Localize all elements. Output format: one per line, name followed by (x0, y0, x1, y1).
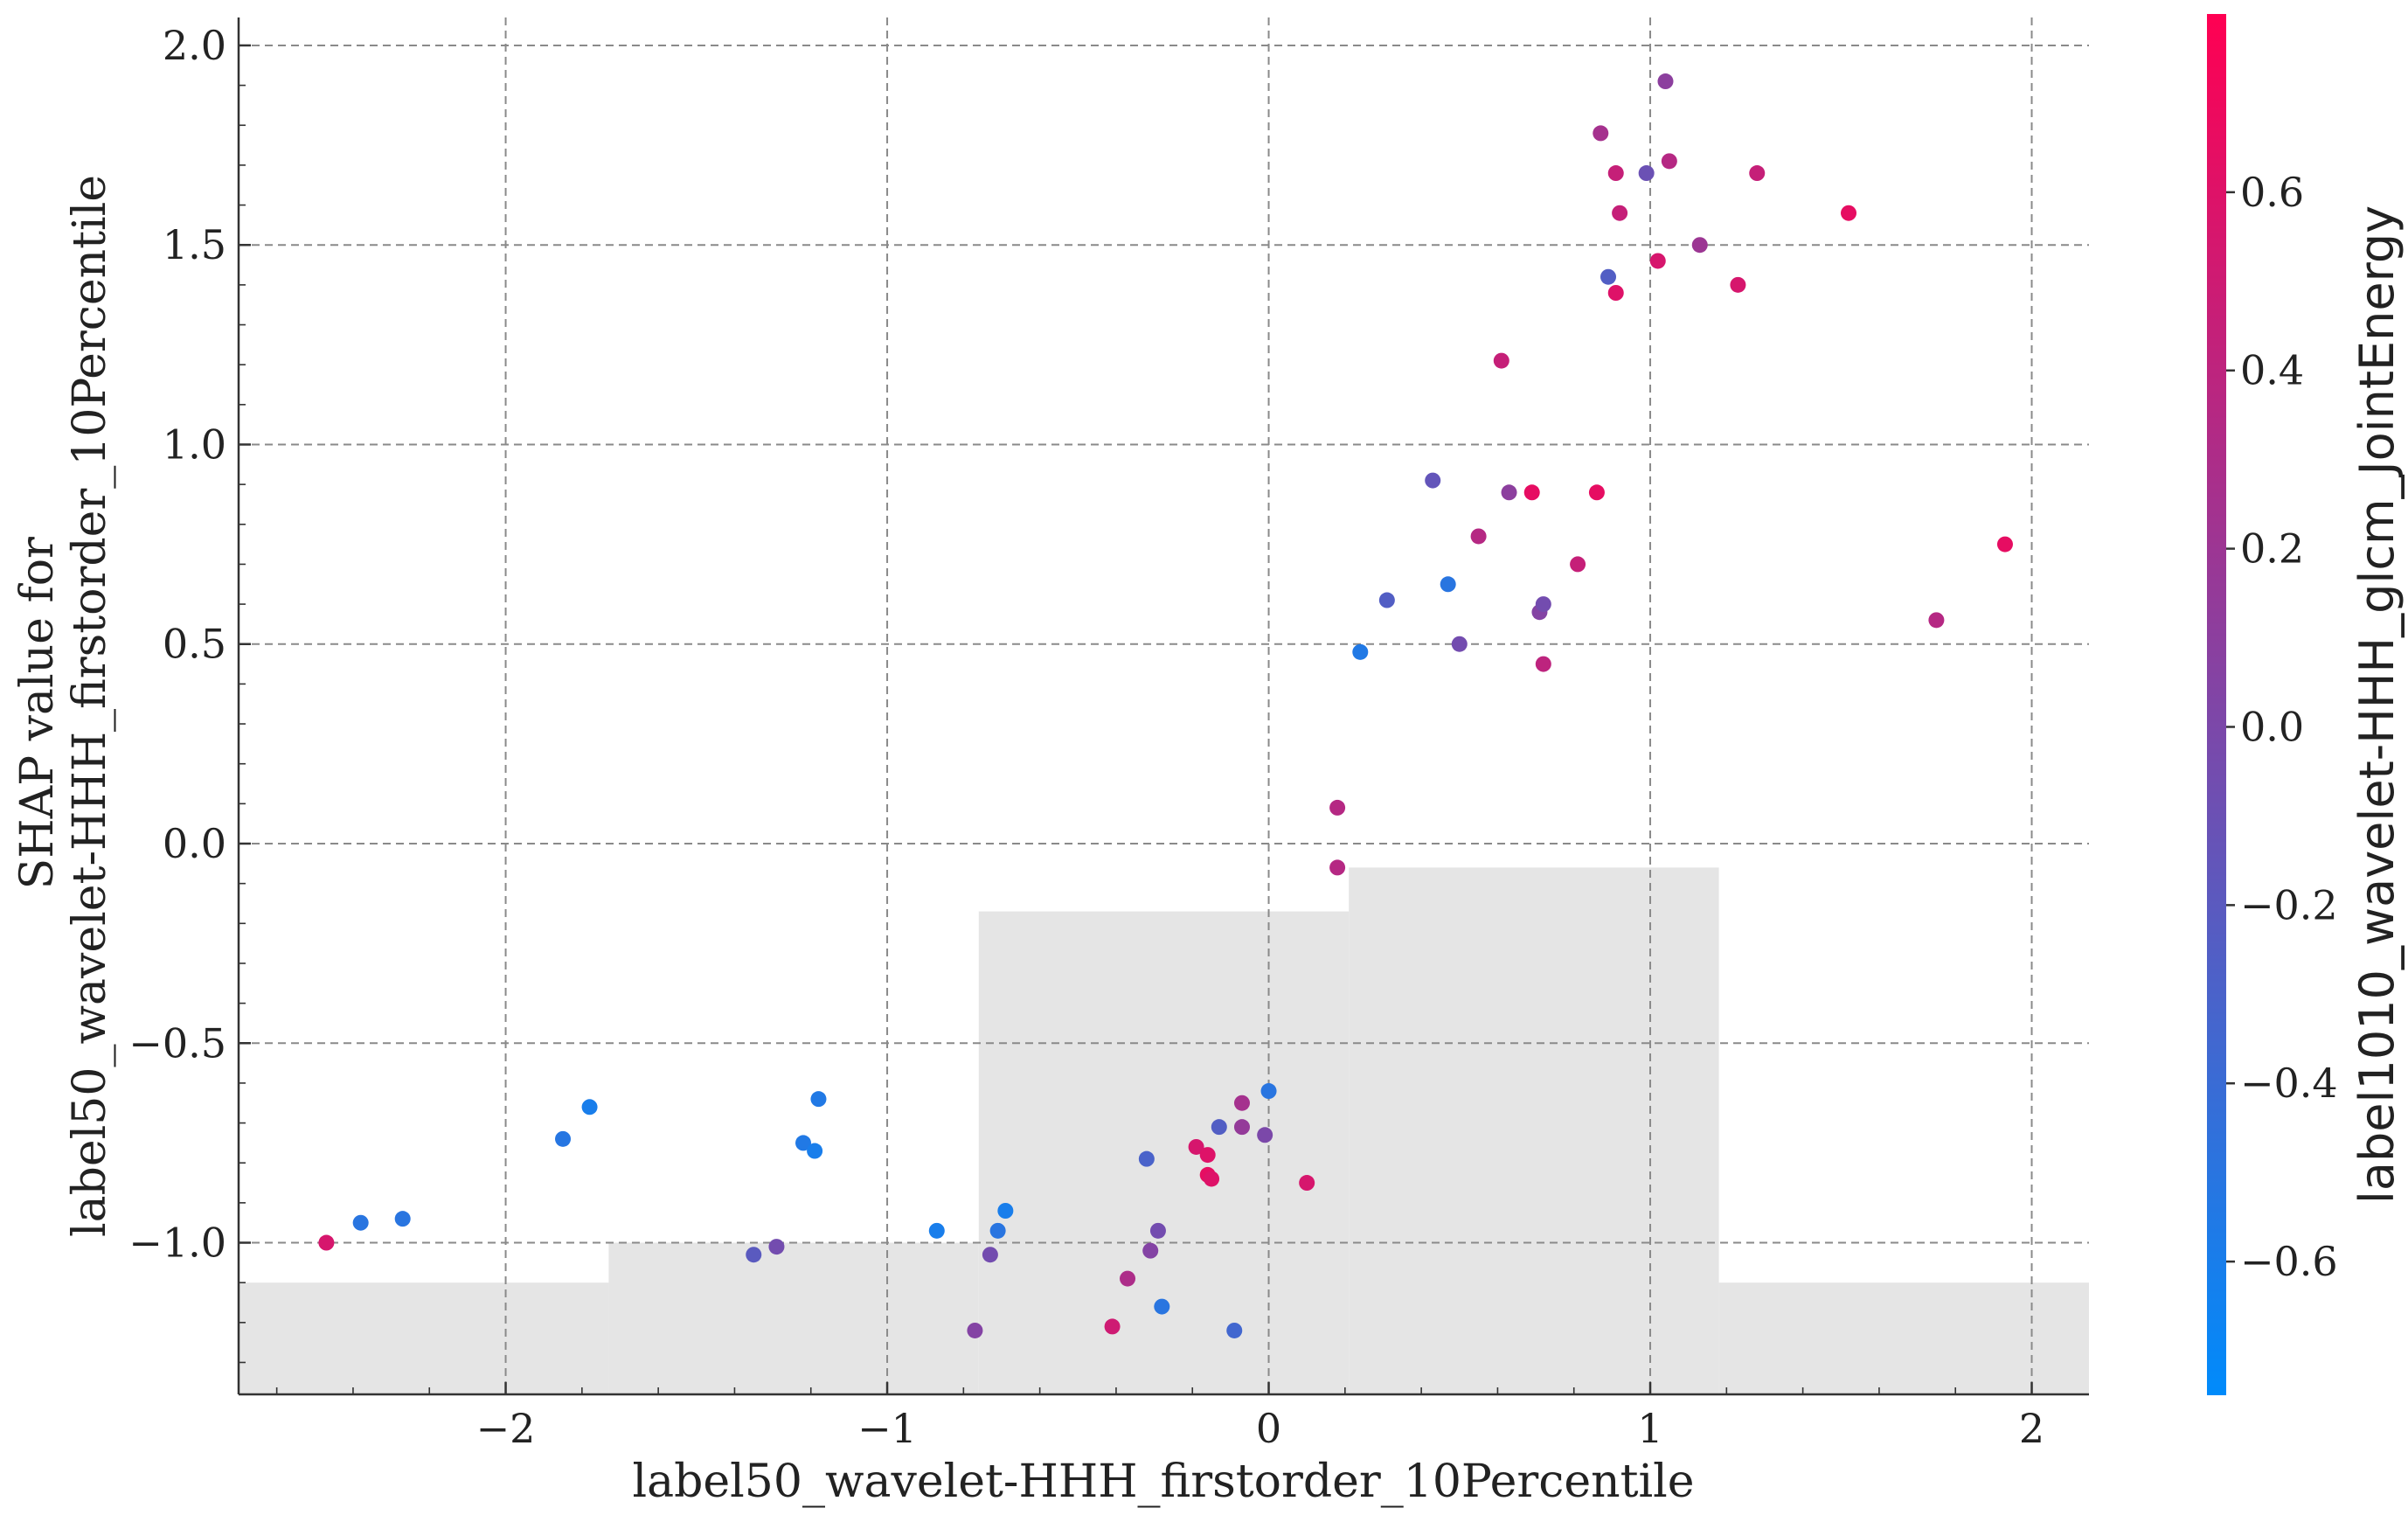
x-axis-label: label50_wavelet-HHH_firstorder_10Percent… (632, 1456, 1694, 1508)
colorbar-tick-label: 0.0 (2240, 703, 2304, 750)
colorbar-label: label1010_wavelet-HHH_glcm_JointEnergy (2349, 205, 2405, 1204)
data-point (1154, 1298, 1170, 1315)
y-tick-label: −0.5 (128, 1019, 226, 1067)
data-point (1523, 484, 1540, 501)
colorbar: −0.6 −0.4 −0.2 0.0 0.2 0.4 0.6 label1010_wavele… (2207, 14, 2405, 1395)
data-point (1199, 1147, 1216, 1164)
data-point (1142, 1242, 1159, 1259)
data-point (1493, 352, 1509, 369)
axes: −2 −1 0 1 2 −1.0 −0.5 0.0 0.5 1.0 1.5 2.0 (128, 17, 2089, 1452)
y-axis-label-line-2: label50_wavelet-HHH_firstorder_10Percent… (64, 175, 116, 1237)
data-point (1204, 1171, 1220, 1187)
data-point (795, 1135, 812, 1151)
data-point (581, 1099, 598, 1115)
data-point (1996, 536, 2013, 553)
data-point (807, 1143, 823, 1159)
y-axis-label: SHAP value for label50_wavelet-HHH_first… (11, 175, 116, 1237)
data-point (1120, 1270, 1136, 1287)
data-point (1233, 1119, 1250, 1136)
data-point (997, 1203, 1014, 1219)
y-tick-label: 1.5 (163, 221, 226, 268)
data-point (1104, 1318, 1121, 1335)
data-point (967, 1322, 983, 1338)
data-point (1233, 1095, 1250, 1111)
data-point (1535, 656, 1551, 672)
data-point (1593, 125, 1609, 142)
colorbar-tick-label: −0.6 (2240, 1238, 2338, 1285)
scatter-points (318, 73, 2013, 1338)
histogram-background (239, 867, 2089, 1394)
data-point (1535, 596, 1551, 613)
x-tick-label: −1 (857, 1405, 917, 1452)
data-point (1588, 484, 1605, 501)
data-point (1661, 153, 1677, 170)
data-point (394, 1211, 411, 1227)
data-point (1299, 1175, 1315, 1192)
x-tick-label: 2 (2019, 1405, 2044, 1452)
x-tick-label: −2 (476, 1405, 536, 1452)
y-tick-label: −1.0 (128, 1220, 226, 1267)
histogram-bar (608, 1242, 979, 1394)
data-point (768, 1239, 785, 1255)
y-tick-label: 0.5 (163, 621, 226, 668)
data-point (1841, 205, 1857, 221)
data-point (1425, 472, 1441, 489)
data-point (1607, 285, 1624, 301)
colorbar-tick-label: 0.2 (2240, 525, 2304, 573)
data-point (810, 1091, 827, 1108)
histogram-bar (1349, 867, 1719, 1394)
data-point (1730, 276, 1746, 293)
y-axis-label-line-1: SHAP value for (11, 537, 64, 889)
x-tick-label: 1 (1637, 1405, 1662, 1452)
data-point (982, 1247, 998, 1263)
x-tick-label: 0 (1256, 1405, 1281, 1452)
data-point (1440, 576, 1456, 593)
data-point (1638, 165, 1655, 182)
data-point (1470, 528, 1487, 545)
data-point (1149, 1222, 1166, 1239)
grid-lines (239, 17, 2089, 1394)
colorbar-tick-label: −0.4 (2240, 1060, 2338, 1107)
data-point (1352, 643, 1369, 660)
data-point (555, 1130, 572, 1147)
data-point (1501, 484, 1517, 501)
data-point (352, 1214, 369, 1231)
data-point (1329, 859, 1346, 876)
data-point (318, 1234, 335, 1251)
histogram-bar (1718, 1282, 2089, 1394)
data-point (1257, 1127, 1273, 1143)
data-point (1329, 799, 1346, 816)
histogram-bar (239, 1282, 609, 1394)
data-point (1226, 1322, 1243, 1338)
data-point (1657, 73, 1674, 90)
data-point (1211, 1119, 1227, 1136)
data-point (1749, 165, 1766, 182)
data-point (1649, 253, 1666, 269)
colorbar-tick-label: 0.4 (2240, 347, 2304, 394)
data-point (1928, 612, 1945, 629)
y-tick-label: 1.0 (163, 420, 226, 468)
colorbar-tick-label: 0.6 (2240, 169, 2304, 216)
data-point (1612, 205, 1628, 221)
data-point (1451, 636, 1468, 652)
data-point (928, 1222, 945, 1239)
data-point (1378, 592, 1395, 608)
y-tick-label: 2.0 (163, 22, 226, 69)
data-point (1260, 1083, 1277, 1100)
data-point (746, 1247, 762, 1263)
data-point (989, 1222, 1006, 1239)
data-point (1691, 237, 1708, 254)
data-point (1607, 165, 1624, 182)
y-tick-label: 0.0 (163, 820, 226, 867)
axis-labels: label50_wavelet-HHH_firstorder_10Percent… (11, 175, 1695, 1508)
data-point (1188, 1138, 1204, 1155)
histogram-bar (978, 911, 1350, 1394)
data-point (1570, 556, 1586, 573)
data-point (1600, 268, 1617, 285)
colorbar-gradient (2207, 14, 2226, 1395)
data-point (1138, 1150, 1155, 1167)
colorbar-tick-label: −0.2 (2240, 881, 2338, 928)
